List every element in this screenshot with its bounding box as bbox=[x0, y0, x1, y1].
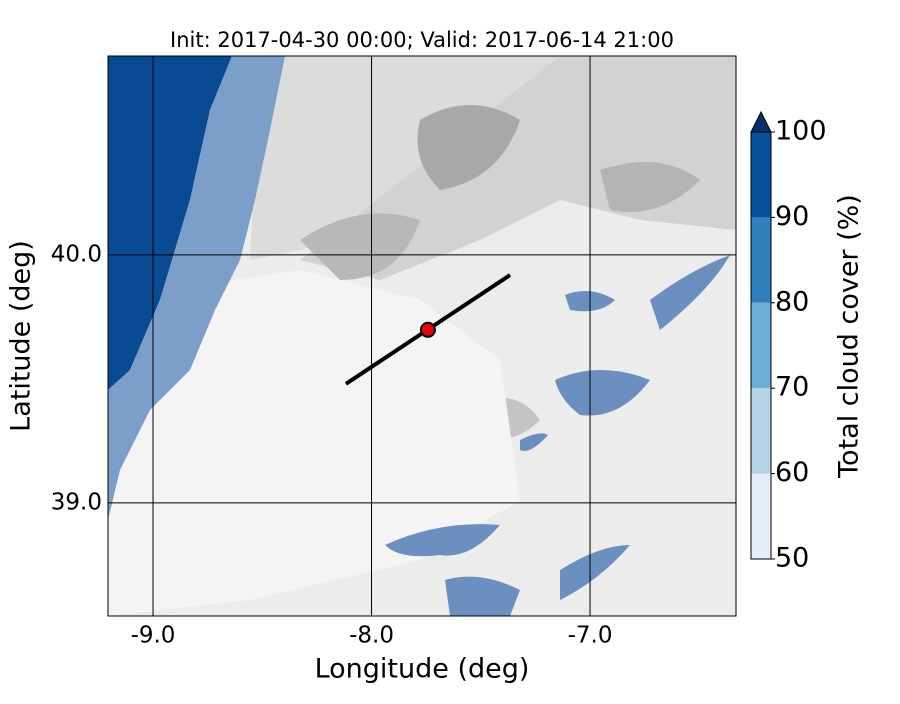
colorbar-bin bbox=[751, 388, 771, 474]
colorbar-tick-label: 100 bbox=[775, 116, 827, 147]
map-background bbox=[108, 56, 736, 616]
colorbar-tick-label: 50 bbox=[775, 543, 809, 574]
colorbar-tick-label: 70 bbox=[775, 372, 809, 403]
colorbar-bin bbox=[751, 217, 771, 303]
colorbar-tick-label: 80 bbox=[775, 286, 809, 317]
location-point bbox=[419, 321, 436, 338]
colorbar-extend bbox=[750, 110, 772, 133]
y-tick-label: 39.0 bbox=[51, 489, 102, 515]
colorbar-frame bbox=[750, 131, 772, 560]
title: Init: 2017-04-30 00:00; Valid: 2017-06-1… bbox=[170, 28, 674, 52]
colorbar-bin bbox=[751, 473, 771, 559]
x-tick-label: -7.0 bbox=[568, 623, 613, 649]
y-axis-label: Latitude (deg) bbox=[6, 240, 37, 432]
x-tick-label: -9.0 bbox=[131, 623, 176, 649]
x-axis-label: Longitude (deg) bbox=[315, 654, 530, 685]
colorbar-bin bbox=[751, 132, 771, 218]
colorbar-label: Total cloud cover (%) bbox=[834, 194, 865, 479]
x-tick-label: -8.0 bbox=[349, 623, 394, 649]
colorbar-tick-label: 90 bbox=[775, 201, 809, 232]
plot-frame bbox=[107, 55, 737, 617]
y-tick-label: 40.0 bbox=[51, 241, 102, 267]
colorbar-tick-label: 60 bbox=[775, 457, 809, 488]
colorbar-bin bbox=[751, 302, 771, 389]
